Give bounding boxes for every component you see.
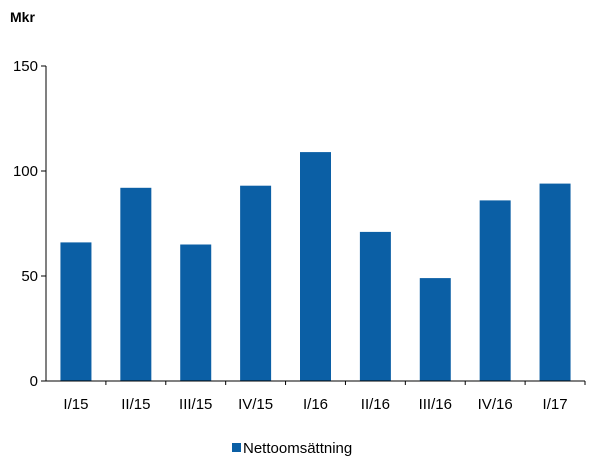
legend-swatch (232, 443, 241, 452)
x-tick-label: I/15 (63, 396, 88, 413)
x-tick-label: IV/16 (478, 396, 513, 413)
y-tick-label: 0 (30, 373, 38, 390)
x-axis-labels: I/15 II/15 III/15 IV/15 I/16 II/16 III/16 IV/16… (63, 381, 586, 413)
x-tick-label: III/15 (179, 396, 212, 413)
legend: Nettoomsättning (232, 440, 352, 457)
bars (60, 152, 571, 381)
legend-label: Nettoomsättning (243, 440, 352, 457)
x-tick-label: III/16 (419, 396, 452, 413)
bar-i-16 (300, 152, 331, 381)
x-tick-label: I/17 (543, 396, 568, 413)
bar-i-17 (539, 183, 571, 381)
bar-iv-15 (240, 185, 272, 381)
bar-iii-16 (419, 278, 451, 381)
x-tick-label: IV/15 (238, 396, 273, 413)
x-tick-label: II/16 (361, 396, 390, 413)
bar-ii-16 (359, 231, 391, 381)
x-tick-label: I/16 (303, 396, 328, 413)
x-tick-label: II/15 (121, 396, 150, 413)
bar-i-15 (60, 242, 92, 381)
y-tick-label: 100 (13, 163, 38, 180)
bar-ii-15 (120, 187, 152, 381)
y-unit-label: Mkr (10, 9, 35, 25)
y-tick-label: 50 (21, 268, 38, 285)
bar-iii-15 (180, 244, 212, 381)
y-tick-label: 150 (13, 58, 38, 75)
y-axis-ticks: 0 50 100 150 (13, 58, 46, 390)
bar-iv-16 (479, 200, 511, 381)
